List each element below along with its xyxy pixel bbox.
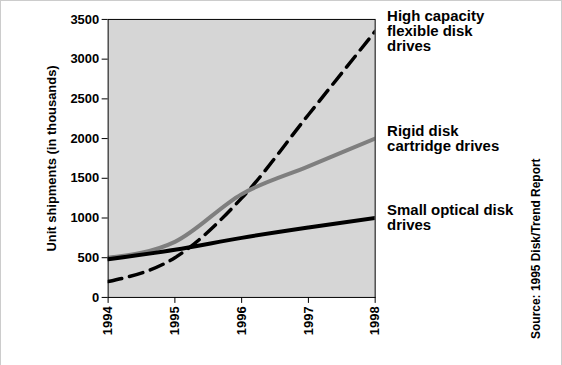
svg-text:2000: 2000: [70, 131, 99, 146]
svg-text:1998: 1998: [367, 306, 382, 335]
svg-text:1996: 1996: [234, 306, 249, 335]
svg-text:0: 0: [92, 290, 99, 305]
svg-text:3000: 3000: [70, 51, 99, 66]
svg-text:Rigid diskcartridge drives: Rigid diskcartridge drives: [387, 122, 499, 154]
svg-text:3500: 3500: [70, 12, 99, 27]
svg-text:High capacityflexible diskdriv: High capacityflexible diskdrives: [387, 7, 485, 54]
svg-text:2500: 2500: [70, 91, 99, 106]
svg-text:1994: 1994: [100, 306, 115, 336]
svg-text:1500: 1500: [70, 170, 99, 185]
svg-text:Small optical diskdrives: Small optical diskdrives: [387, 201, 514, 233]
svg-text:1995: 1995: [167, 306, 182, 335]
svg-text:1997: 1997: [301, 306, 316, 335]
svg-text:Source: 1995 Disk/Trend Report: Source: 1995 Disk/Trend Report: [529, 158, 543, 338]
svg-text:Unit shipments (in thousands): Unit shipments (in thousands): [44, 65, 59, 251]
svg-text:500: 500: [78, 250, 100, 265]
svg-text:1000: 1000: [70, 210, 99, 225]
